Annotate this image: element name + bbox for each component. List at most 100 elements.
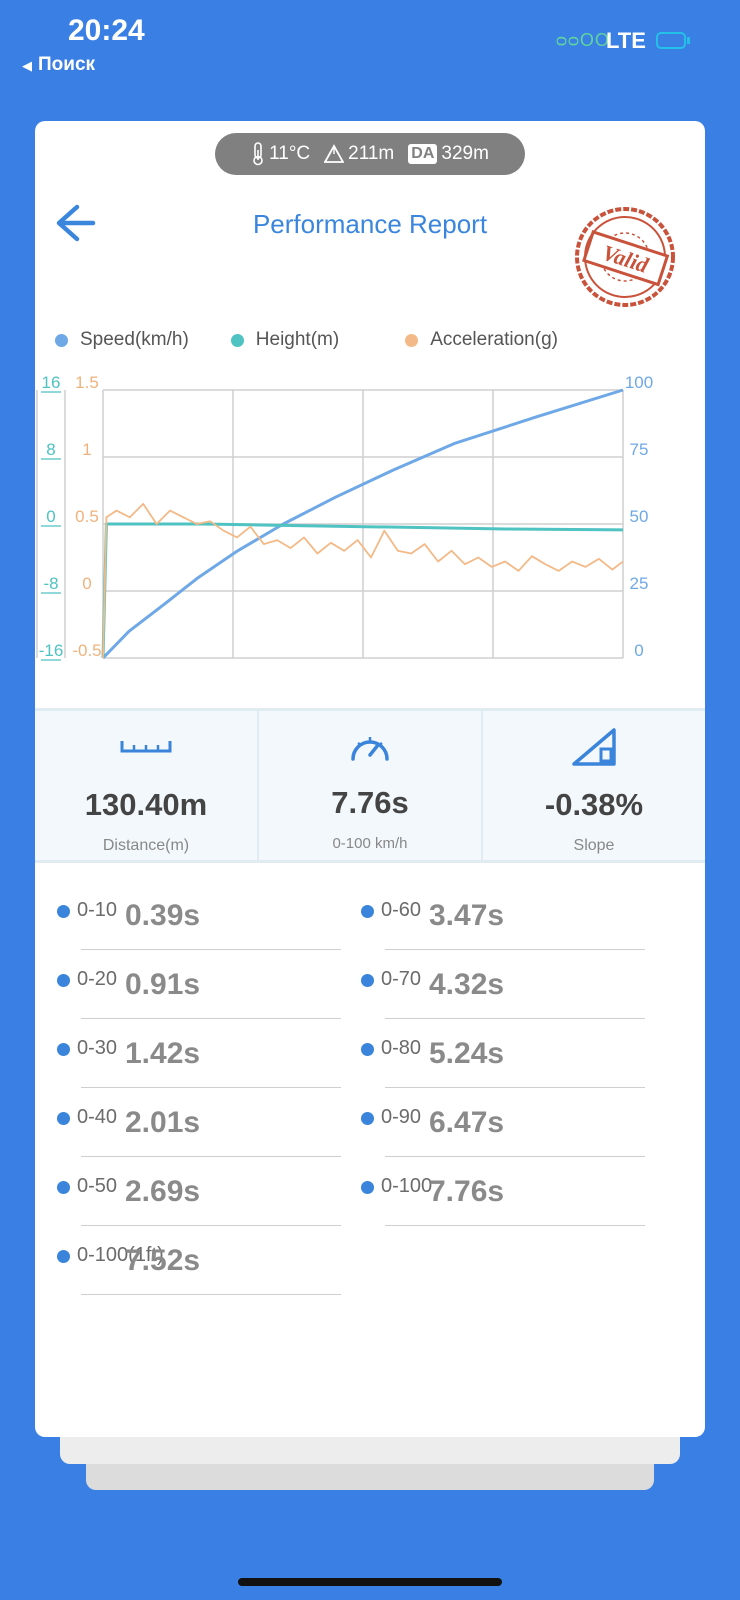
thermometer-icon — [253, 142, 263, 166]
da-badge: DA — [408, 144, 438, 164]
split-time: 4.32s — [429, 968, 505, 1001]
split-divider — [385, 1087, 645, 1088]
split-name: 0-70 — [381, 968, 422, 990]
stat-acceleration-time: 7.76s 0-100 km/h — [257, 711, 481, 860]
split-bullet — [57, 1043, 70, 1056]
altitude-item: 211m — [324, 143, 394, 165]
split-bullet — [361, 974, 374, 987]
back-triangle-icon: ◀ — [22, 58, 32, 73]
split-time: 3.47s — [429, 899, 505, 932]
split-name: 0-60 — [381, 899, 422, 921]
split-row: 0-40 2.01s — [57, 1106, 341, 1158]
speed-tick-label: 0 — [634, 641, 643, 660]
split-time: 0.91s — [125, 968, 201, 1001]
temperature-value: 11°C — [269, 143, 311, 164]
stat-slope: -0.38% Slope — [481, 711, 705, 860]
back-to-search-link[interactable]: ◀ Поиск — [22, 54, 95, 76]
split-divider — [385, 949, 645, 950]
speed-tick-label: 100 — [625, 373, 653, 392]
performance-report-card: 11°C 211m DA 329m Performance Report Val… — [35, 121, 705, 1437]
split-bullet — [57, 974, 70, 987]
split-bullet — [57, 1250, 70, 1263]
split-row: 0-50 2.69s — [57, 1175, 341, 1227]
accel-tick-label: -0.5 — [72, 641, 101, 660]
split-row: 0-90 6.47s — [361, 1106, 645, 1158]
slope-value: -0.38% — [544, 787, 644, 822]
accel-tick-label: 0.5 — [75, 507, 99, 526]
legend-acceleration: Acceleration(g) — [405, 329, 558, 351]
slope-icon — [572, 728, 616, 766]
split-divider — [385, 1225, 645, 1226]
split-time: 0.39s — [125, 899, 201, 932]
split-time: 2.69s — [125, 1175, 201, 1208]
split-time: 7.76s — [429, 1175, 505, 1208]
speedometer-icon — [351, 737, 389, 761]
legend-acceleration-label: Acceleration(g) — [430, 329, 558, 350]
split-name: 0-90 — [381, 1106, 422, 1128]
ruler-icon — [120, 741, 172, 753]
split-divider — [81, 1294, 341, 1295]
acceleration-time-value: 7.76s — [331, 785, 409, 820]
acceleration-time-label: 0-100 km/h — [332, 835, 408, 852]
split-name: 0-20 — [77, 968, 118, 990]
split-time: 2.01s — [125, 1106, 201, 1139]
split-row: 0-10 0.39s — [57, 899, 341, 951]
split-divider — [81, 1156, 341, 1157]
height-tick-label: 8 — [46, 440, 55, 459]
speed-tick-label: 50 — [630, 507, 649, 526]
split-row: 0-100 7.76s — [361, 1175, 645, 1227]
split-divider — [385, 1018, 645, 1019]
stat-distance: 130.40m Distance(m) — [35, 711, 257, 860]
split-time: 6.47s — [429, 1106, 505, 1139]
split-divider — [81, 1225, 341, 1226]
split-bullet — [57, 905, 70, 918]
split-name: 0-50 — [77, 1175, 118, 1197]
split-name: 0-80 — [381, 1037, 422, 1059]
split-time: 7.52s — [125, 1244, 201, 1277]
back-arrow-icon[interactable] — [51, 201, 101, 245]
height-tick-label: 0 — [46, 507, 55, 526]
split-name: 0-100 — [381, 1175, 433, 1197]
height-tick-label: 16 — [42, 373, 61, 392]
split-bullet — [57, 1112, 70, 1125]
legend-height-label: Height(m) — [255, 329, 340, 350]
split-name: 0-100(1ft) — [77, 1244, 164, 1266]
speed-tick-label: 25 — [630, 574, 649, 593]
legend-speed-dot — [55, 333, 68, 347]
split-time: 5.24s — [429, 1037, 505, 1070]
network-type: LTE — [606, 28, 646, 53]
back-search-label: Поиск — [38, 54, 96, 75]
stats-panel: 130.40m Distance(m) 7.76s 0-100 km/h -0.… — [35, 708, 705, 863]
altitude-value: 211m — [348, 143, 395, 164]
height-tick-label: -16 — [39, 641, 64, 660]
distance-value: 130.40m — [84, 787, 208, 822]
series-line-accel — [102, 502, 624, 659]
split-bullet — [361, 1043, 374, 1056]
battery-icon — [656, 32, 690, 49]
split-row: 0-70 4.32s — [361, 968, 645, 1020]
speed-tick-label: 75 — [630, 440, 649, 459]
split-row: 0-60 3.47s — [361, 899, 645, 951]
accel-tick-label: 1 — [82, 440, 91, 459]
legend-height: Height(m) — [230, 329, 340, 351]
density-altitude-item: DA 329m — [408, 143, 489, 165]
split-bullet — [361, 1112, 374, 1125]
accel-tick-label: 1.5 — [75, 373, 99, 392]
height-tick-label: -8 — [43, 574, 58, 593]
status-time: 20:24 — [68, 14, 145, 47]
slope-label: Slope — [573, 837, 615, 854]
split-name: 0-30 — [77, 1037, 118, 1059]
performance-chart: 16 8 0 -8 -16 1.5 1 0.5 0 -0.5 100 75 50 25 0 — [36, 373, 653, 661]
split-divider — [81, 949, 341, 950]
mountain-icon — [324, 144, 345, 163]
split-bullet — [57, 1181, 70, 1194]
signal-strength-icon: ᴑᴑOO — [556, 30, 610, 50]
split-row: 0-100(1ft) 7.52s — [57, 1244, 341, 1296]
page-title: Performance Report — [252, 209, 488, 239]
temperature-item: 11°C — [251, 142, 310, 166]
legend-acceleration-dot — [405, 333, 419, 347]
split-row: 0-20 0.91s — [57, 968, 341, 1020]
chart-legend: Speed(km/h) Height(m) Acceleration(g) — [55, 329, 685, 351]
home-indicator[interactable] — [238, 1578, 502, 1586]
split-name: 0-10 — [77, 899, 118, 921]
